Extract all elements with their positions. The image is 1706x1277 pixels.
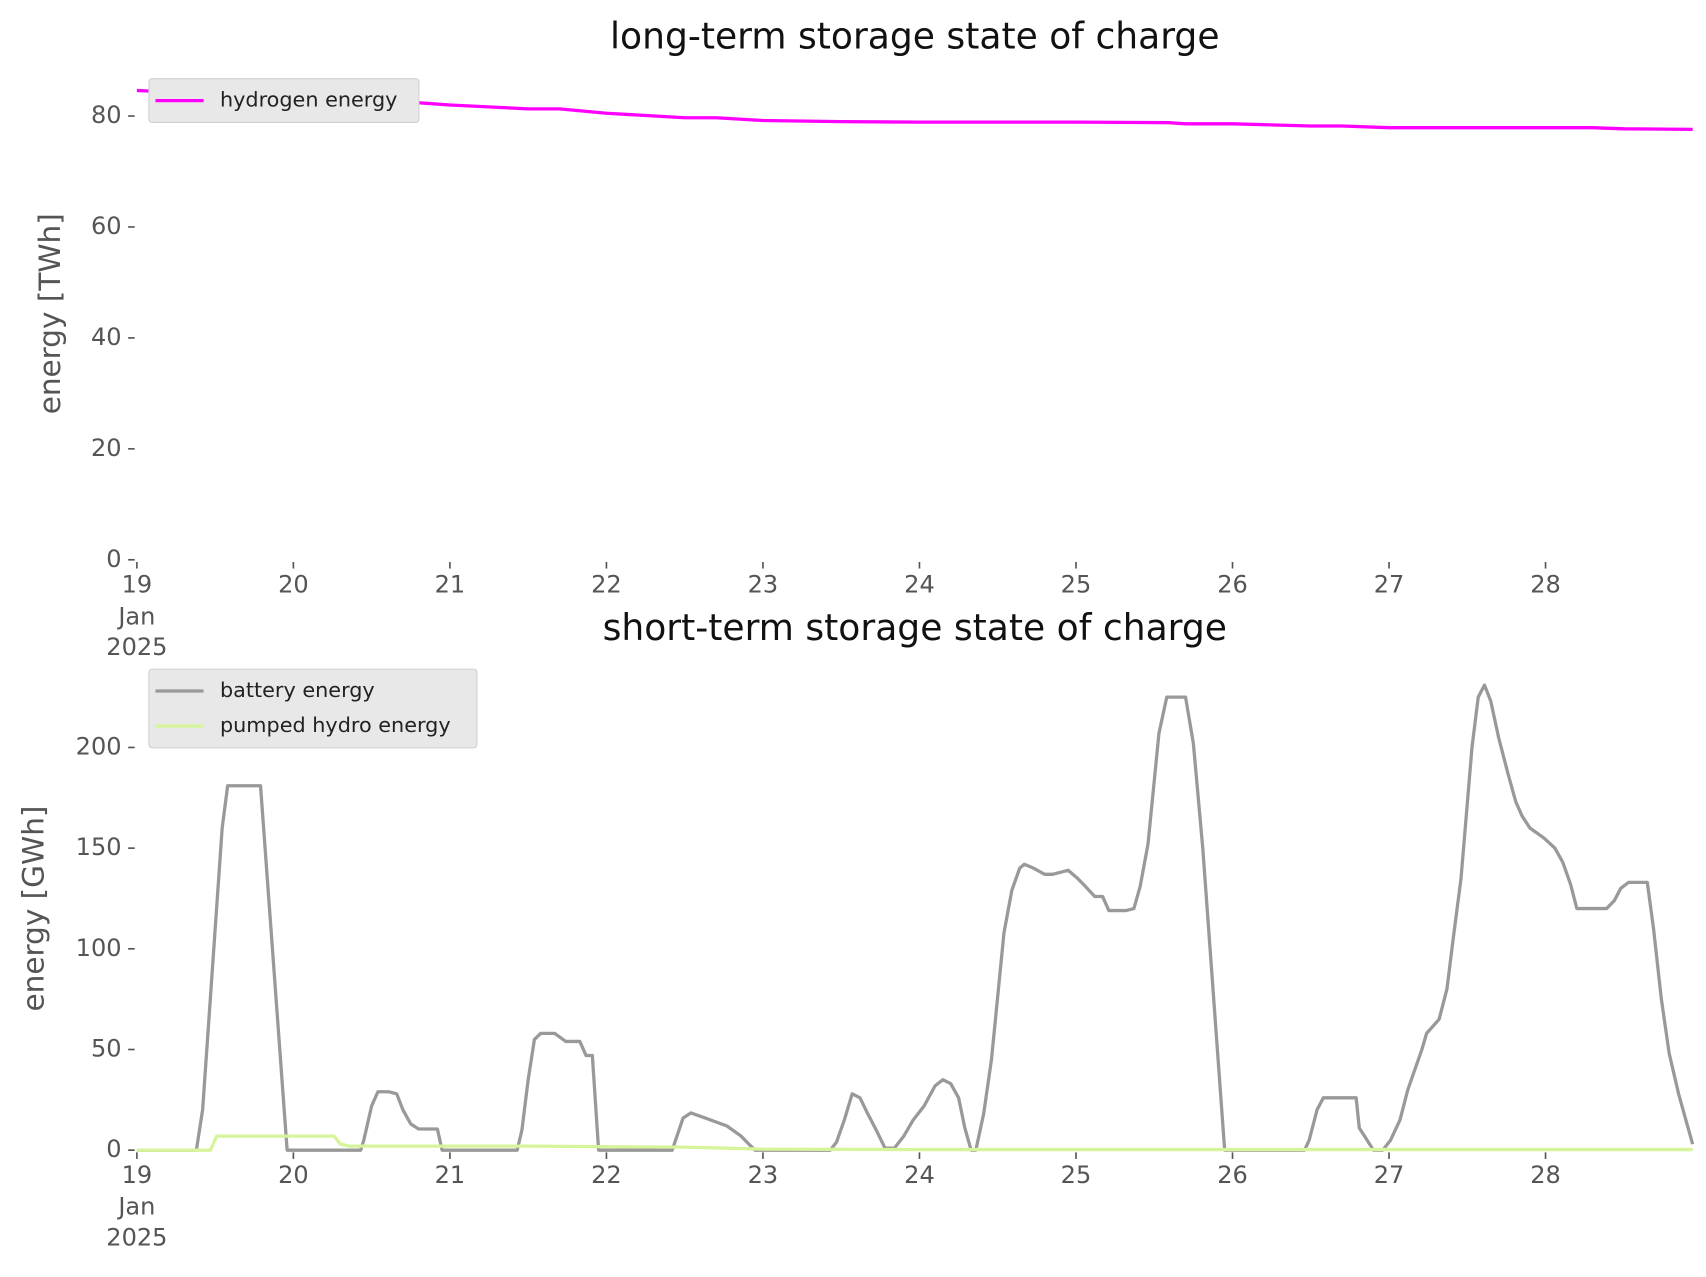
x-tick-label-box: 22 <box>591 571 622 600</box>
x-tick-label: 25 <box>1060 571 1092 600</box>
x-tick-label-box: 26 <box>1217 571 1248 600</box>
x-tick-label-box: 22 <box>591 1162 622 1190</box>
x-tick-label-box: 23 <box>747 571 779 600</box>
legend: battery energy pumped hydro energy <box>148 668 478 749</box>
y-tick-label: 60 <box>91 212 122 240</box>
y-tick-label: 50 <box>91 1034 122 1062</box>
x-tick-label-box: 21 <box>434 1162 466 1190</box>
x-tick-label-box: 24 <box>904 1162 935 1190</box>
x-tick-label: 26 <box>1217 1162 1248 1190</box>
x-tick-label-box: 26 <box>1217 1162 1248 1190</box>
legend-label: pumped hydro energy <box>220 713 451 737</box>
x-tick-label: 26 <box>1217 571 1248 600</box>
y-tick-label: 0 <box>106 545 121 573</box>
x-tick-label-box: 19 Jan 2025 <box>106 571 168 662</box>
x-tick-label-box: 27 <box>1373 1162 1405 1190</box>
x-tick-label: 23 <box>747 571 779 600</box>
x-tick-label: 24 <box>904 571 935 600</box>
x-tick-label-box: 25 <box>1060 571 1092 600</box>
x-tick-label: 28 <box>1530 1162 1561 1190</box>
x-tick-label-box: 20 <box>278 1162 309 1190</box>
legend-label: battery energy <box>220 678 375 702</box>
series-line <box>136 683 1695 1152</box>
y-tick-label: 80 <box>91 101 122 129</box>
x-tick-label-box: 24 <box>904 571 935 600</box>
x-tick-label: 20 <box>278 571 309 600</box>
x-tick-label-box: 21 <box>434 571 466 600</box>
x-tick-label: 19 Jan 2025 <box>106 571 168 662</box>
y-axis-label: energy [TWh] <box>33 213 67 414</box>
x-tick-label: 22 <box>591 1162 622 1190</box>
chart-title: short-term storage state of charge <box>603 607 1227 649</box>
legend-label: hydrogen energy <box>220 88 397 112</box>
x-tick-label: 27 <box>1373 1162 1405 1190</box>
x-tick-label: 24 <box>904 1162 935 1190</box>
x-tick-label-box: 27 <box>1373 571 1405 600</box>
y-tick-label: 40 <box>91 323 122 351</box>
x-tick-label: 19 Jan 2025 <box>106 1162 168 1253</box>
legend-box <box>148 78 420 123</box>
y-tick-label: 20 <box>91 434 122 462</box>
series-line <box>136 1134 1693 1152</box>
y-tick-label: 100 <box>76 934 122 962</box>
x-tick-label-box: 23 <box>747 1162 779 1190</box>
chart-title: long-term storage state of charge <box>610 15 1220 57</box>
legend-box <box>148 668 478 749</box>
y-tick-label: 0 <box>106 1135 121 1163</box>
x-tick-label-box: 28 <box>1530 571 1561 600</box>
x-tick-label: 23 <box>747 1162 779 1190</box>
x-tick-label-box: 25 <box>1060 1162 1092 1190</box>
y-axis-label: energy [GWh] <box>17 806 51 1012</box>
x-tick-label: 25 <box>1060 1162 1092 1190</box>
x-tick-label-box: 20 <box>278 571 309 600</box>
x-tick-label: 21 <box>434 1162 466 1190</box>
x-tick-label: 27 <box>1373 571 1405 600</box>
series-line <box>136 88 1693 131</box>
y-tick-label: 200 <box>76 732 122 760</box>
x-tick-label: 20 <box>278 1162 309 1190</box>
x-tick-label: 21 <box>434 571 466 600</box>
x-tick-label: 28 <box>1530 571 1561 600</box>
x-tick-label-box: 28 <box>1530 1162 1561 1190</box>
y-tick-label: 150 <box>76 833 122 861</box>
legend: hydrogen energy <box>148 78 420 123</box>
x-tick-label: 22 <box>591 571 622 600</box>
x-tick-label-box: 19 Jan 2025 <box>106 1162 168 1253</box>
